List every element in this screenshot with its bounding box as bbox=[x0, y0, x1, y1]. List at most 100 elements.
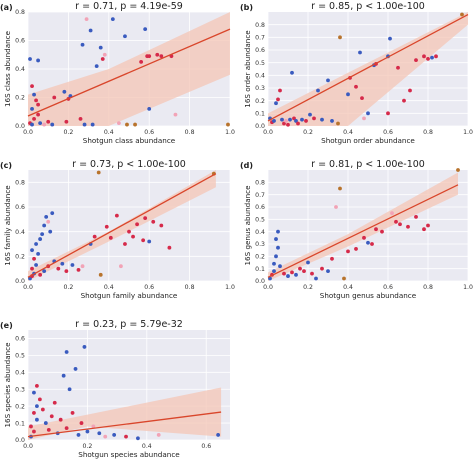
data-point bbox=[40, 407, 45, 412]
data-point bbox=[147, 54, 152, 59]
x-tick-label: 0.2 bbox=[82, 443, 92, 450]
data-point bbox=[50, 211, 55, 216]
y-axis-label: 16S order abundance bbox=[243, 30, 252, 108]
data-point bbox=[64, 426, 69, 431]
data-point bbox=[35, 417, 39, 422]
data-point bbox=[76, 268, 81, 272]
data-point bbox=[272, 269, 276, 274]
x-tick-label: 0.4 bbox=[104, 284, 114, 291]
data-point bbox=[67, 387, 72, 392]
data-point bbox=[330, 256, 334, 261]
x-axis-label: Shotgun genus abundance bbox=[320, 291, 417, 300]
data-point bbox=[92, 234, 97, 239]
data-point bbox=[167, 245, 172, 250]
data-point bbox=[38, 121, 43, 126]
data-point bbox=[298, 266, 302, 271]
y-tick-label: 0.0 bbox=[15, 278, 25, 285]
y-tick-label: 0.6 bbox=[15, 336, 25, 343]
data-point bbox=[98, 272, 103, 277]
data-point bbox=[135, 222, 139, 227]
data-point bbox=[278, 88, 282, 93]
data-point bbox=[342, 276, 346, 281]
x-tick-label: 0.4 bbox=[343, 284, 353, 291]
y-tick-label: 0.6 bbox=[15, 204, 25, 211]
data-point bbox=[40, 232, 45, 237]
x-axis-label: Shotgun species abundance bbox=[78, 450, 180, 459]
data-point bbox=[43, 421, 48, 425]
data-point bbox=[32, 92, 36, 97]
data-point bbox=[380, 229, 384, 234]
scatter-panel: 0.0 0.2 0.4 0.6 0.8 1.0 0.0 0.2 0.4 0.6 0.8 r = 0.7… bbox=[0, 1, 235, 145]
x-axis-label: Shotgun class abundance bbox=[83, 136, 176, 145]
data-point bbox=[216, 433, 221, 437]
data-point bbox=[316, 88, 320, 93]
data-point bbox=[338, 35, 342, 40]
data-point bbox=[35, 383, 39, 388]
y-tick-label: 0.4 bbox=[15, 66, 25, 73]
data-point bbox=[103, 434, 108, 439]
y-tick-label: 0.4 bbox=[15, 370, 25, 377]
data-point bbox=[30, 122, 34, 127]
panel-letter: (d) bbox=[240, 161, 253, 170]
x-axis-label: Shotgun family abundance bbox=[81, 291, 178, 300]
data-point bbox=[90, 122, 95, 127]
x-tick-label: 0.2 bbox=[63, 129, 73, 136]
x-tick-label: 0.2 bbox=[303, 129, 313, 136]
data-point bbox=[52, 400, 57, 405]
data-point bbox=[104, 224, 109, 229]
data-point bbox=[32, 390, 36, 395]
y-tick-label: 0.3 bbox=[15, 386, 25, 393]
y-axis-label: 16S class abundance bbox=[3, 30, 12, 107]
y-tick-label: 0.6 bbox=[255, 204, 265, 211]
data-point bbox=[42, 269, 47, 274]
data-point bbox=[60, 261, 65, 266]
data-point bbox=[36, 58, 40, 63]
data-point bbox=[268, 276, 272, 281]
panel-letter: (b) bbox=[240, 3, 253, 12]
data-point bbox=[35, 404, 39, 409]
data-point bbox=[52, 95, 57, 100]
data-point bbox=[73, 367, 78, 371]
data-point bbox=[276, 97, 280, 102]
data-point bbox=[354, 84, 358, 89]
data-point bbox=[141, 238, 146, 243]
data-point bbox=[274, 237, 278, 241]
x-tick-label: 0.2 bbox=[63, 284, 73, 291]
x-tick-label: 0.0 bbox=[23, 443, 33, 450]
data-point bbox=[426, 223, 430, 228]
data-point bbox=[155, 52, 160, 57]
data-point bbox=[30, 84, 34, 88]
x-tick-label: 0.2 bbox=[303, 284, 313, 291]
data-point bbox=[326, 78, 330, 83]
confidence-band bbox=[28, 387, 222, 440]
data-point bbox=[30, 107, 34, 111]
data-point bbox=[226, 122, 230, 127]
data-point bbox=[308, 112, 312, 117]
data-point bbox=[30, 248, 34, 253]
data-point bbox=[302, 269, 306, 274]
y-tick-label: 0.7 bbox=[255, 35, 265, 42]
y-tick-label: 0.8 bbox=[15, 9, 25, 16]
data-point bbox=[156, 433, 161, 437]
x-tick-label: 0.4 bbox=[343, 129, 353, 136]
data-point bbox=[143, 27, 148, 31]
data-point bbox=[330, 119, 334, 123]
x-tick-label: 0.6 bbox=[383, 129, 393, 136]
data-point bbox=[34, 242, 38, 246]
data-point bbox=[131, 234, 135, 239]
data-point bbox=[108, 235, 113, 240]
data-point bbox=[61, 373, 66, 378]
data-point bbox=[46, 119, 51, 124]
x-tick-label: 1.0 bbox=[225, 284, 235, 291]
scatter-panel: 0.0 0.2 0.4 0.6 0.8 1.0 0.0 0.1 0.2 0.3 0.4 0.5 0.6 0… bbox=[240, 1, 473, 145]
data-point bbox=[312, 116, 316, 121]
y-axis-label: 16S family abundance bbox=[3, 185, 12, 266]
data-point bbox=[414, 214, 418, 219]
y-tick-label: 0.0 bbox=[15, 437, 25, 444]
panel-letter: (e) bbox=[0, 321, 13, 330]
data-point bbox=[94, 64, 99, 69]
data-point bbox=[80, 42, 85, 47]
data-point bbox=[406, 224, 410, 229]
data-point bbox=[46, 219, 51, 224]
data-point bbox=[44, 214, 49, 219]
